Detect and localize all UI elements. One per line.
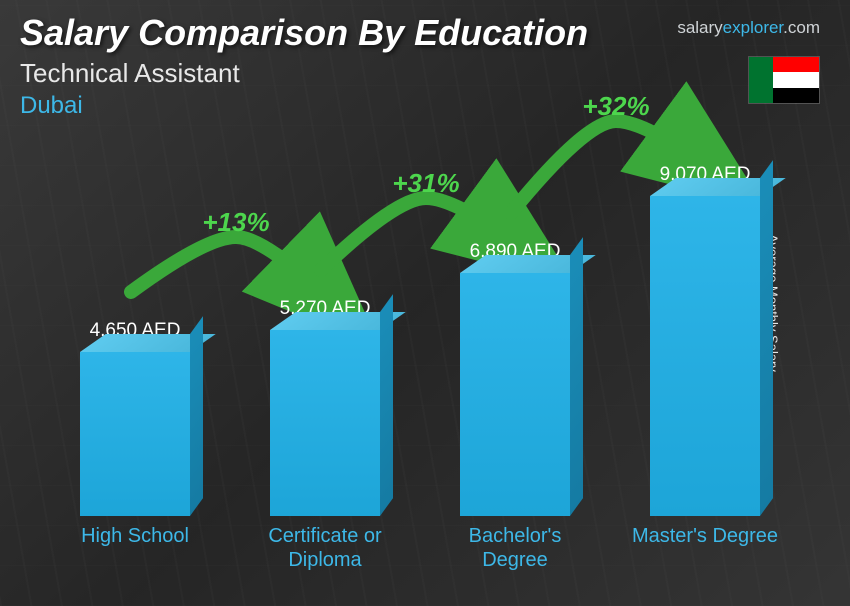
bars-container: 4,650 AEDHigh School5,270 AEDCertificate… <box>40 156 800 516</box>
bar-3d <box>80 352 190 516</box>
bar-side-face <box>570 237 583 516</box>
uae-flag-icon <box>748 56 820 104</box>
bar-label: Certificate or Diploma <box>245 524 405 572</box>
bar-label: Bachelor's Degree <box>435 524 595 572</box>
bar-3d <box>270 330 380 516</box>
watermark-prefix: salary <box>677 18 722 37</box>
increase-pct: +32% <box>582 91 649 121</box>
chart-location: Dubai <box>20 92 83 120</box>
flag-black <box>773 88 819 103</box>
watermark-mid: explorer <box>723 18 783 37</box>
flag-green <box>749 72 773 87</box>
flag-green <box>749 57 773 72</box>
watermark-suffix: .com <box>783 18 820 37</box>
chart-subtitle: Technical Assistant <box>20 58 240 89</box>
salary-bar-chart: +13%+31%+32% 4,650 AEDHigh School5,270 A… <box>40 126 800 586</box>
flag-white <box>773 72 819 87</box>
bar-side-face <box>380 294 393 516</box>
bar-side-face <box>190 316 203 516</box>
chart-title: Salary Comparison By Education <box>20 12 588 54</box>
flag-red <box>773 57 819 72</box>
bar-group: 5,270 AEDCertificate or Diploma <box>241 298 408 516</box>
bar-front-face <box>270 330 380 516</box>
bar-3d <box>650 196 760 516</box>
bar-front-face <box>80 352 190 516</box>
bar-group: 6,890 AEDBachelor's Degree <box>431 241 598 516</box>
infographic-container: Salary Comparison By Education Technical… <box>0 0 850 606</box>
flag-green <box>749 88 773 103</box>
bar-3d <box>460 273 570 516</box>
bar-front-face <box>650 196 760 516</box>
bar-front-face <box>460 273 570 516</box>
bar-label: High School <box>55 524 215 548</box>
bar-group: 4,650 AEDHigh School <box>51 320 218 516</box>
bar-side-face <box>760 160 773 516</box>
bar-group: 9,070 AEDMaster's Degree <box>621 164 788 516</box>
watermark: salaryexplorer.com <box>677 18 820 38</box>
bar-label: Master's Degree <box>625 524 785 548</box>
